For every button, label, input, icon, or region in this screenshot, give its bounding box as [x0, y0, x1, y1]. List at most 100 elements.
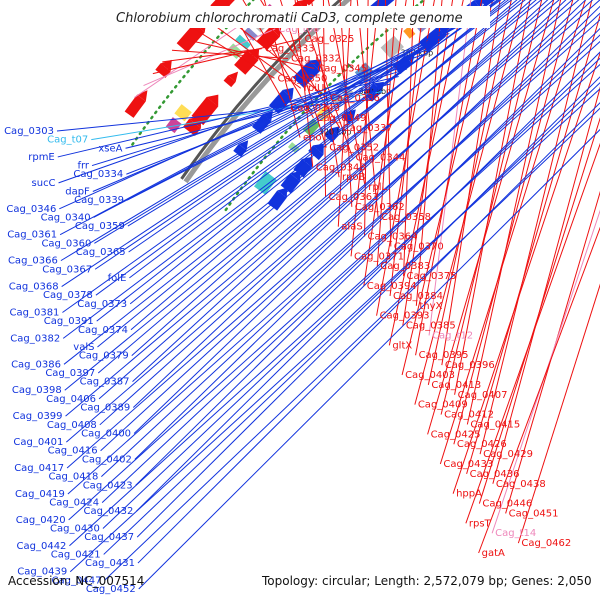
leader-line — [98, 0, 554, 400]
gene-label: Cag_0384 — [393, 291, 443, 302]
gene-label: Cag_0366 — [8, 256, 58, 267]
leader-line — [452, 51, 600, 494]
reverse-cog-block — [302, 118, 321, 137]
gene-label: Cag_0386 — [11, 359, 61, 370]
leader-line — [296, 0, 354, 158]
leader-line — [191, 26, 275, 79]
gene-label: Cag_0367 — [42, 264, 92, 275]
gene-label: Cag_0400 — [81, 428, 131, 439]
gene-label: Cag_0431 — [85, 558, 135, 569]
gene-label: Cag_0415 — [470, 419, 520, 430]
gene-label: gatA — [482, 548, 505, 559]
leader-line — [60, 0, 494, 262]
leader-line — [388, 0, 464, 346]
leader-line — [339, 0, 353, 207]
gene-label: Cag_0418 — [48, 472, 98, 483]
forward-cog-block — [165, 117, 182, 134]
leader-line — [69, 63, 600, 547]
leader-line — [492, 86, 600, 484]
gene-label: Cag_0398 — [12, 385, 62, 396]
gene-label: Cag_0359 — [75, 221, 125, 232]
forward-gene — [223, 75, 236, 88]
leader-line — [64, 0, 542, 391]
gene-label: Cag_0362 — [355, 202, 405, 213]
gene-label: Cag_0413 — [431, 380, 481, 391]
gene-label: thyX — [419, 301, 442, 312]
gene-label: sucC — [32, 178, 56, 189]
gene-label: Cag_0370 — [394, 241, 444, 252]
genome-tracks — [131, 0, 427, 212]
gene-label: Cag_0382 — [10, 333, 60, 344]
gene-label: rpoB — [342, 172, 366, 183]
leader-line — [56, 98, 375, 132]
gene-label: Cag_0419 — [15, 489, 65, 500]
gene-label: folE — [108, 273, 127, 284]
gene-label: Cag_0363 — [329, 192, 379, 203]
gene-label: Cag_0303 — [4, 126, 54, 137]
forward-gene-arrowhead — [206, 94, 219, 107]
gene-label: Cag_0438 — [496, 479, 546, 490]
gene-label: Cag_0343 — [290, 103, 340, 114]
leader-line — [69, 88, 600, 573]
gene-label: Cag_0436 — [470, 469, 520, 480]
gene-label: valS — [73, 342, 94, 353]
gene-label: Cag_0425 — [431, 429, 481, 440]
title-background — [112, 6, 490, 28]
leader-line — [337, 0, 352, 227]
leader-line — [58, 54, 424, 184]
forward-gene — [303, 0, 315, 6]
gene-label: Cag_0439 — [17, 567, 67, 578]
forward-gene-arrowhead — [228, 71, 239, 82]
leader-line — [133, 0, 587, 434]
genome-backbone-outer — [180, 0, 343, 180]
leader-line — [401, 0, 494, 376]
leader-line — [181, 38, 315, 69]
gene-label: Cag_0391 — [44, 316, 94, 327]
gene-label: Cag_0348 — [316, 162, 366, 173]
leader-line — [66, 0, 600, 469]
gene-label: Cag_0403 — [405, 370, 455, 381]
leader-line — [402, 0, 454, 326]
gene-label: Cag_0368 — [9, 282, 59, 293]
forward-cog-block — [243, 27, 258, 41]
gene-label: Cag_0381 — [10, 307, 60, 318]
gene-label: Cag_0374 — [78, 325, 128, 336]
leader-line — [162, 48, 262, 63]
gene-label: Cag_0395 — [419, 350, 469, 361]
leader-line — [132, 0, 549, 382]
gene-label: Cag_0340 — [41, 212, 91, 223]
forward-gene-arrowhead — [160, 59, 172, 72]
leader-line — [465, 142, 600, 524]
gene-label: Cag_0423 — [83, 480, 133, 491]
leader-line — [59, 32, 450, 210]
leader-line — [94, 6, 485, 244]
leader-line — [66, 0, 580, 443]
gene-label: alaS — [341, 222, 362, 233]
gene-label: Cag_0344 — [356, 152, 406, 163]
gene-labels: Cag_t09Cag_t08Cag_0325Cag_0333Cag_0332Ca… — [4, 14, 571, 595]
gene-label: Cag_0378 — [43, 290, 93, 301]
leader-line — [389, 0, 425, 296]
gene-label: Cag_0399 — [13, 411, 63, 422]
gene-label: eno — [303, 133, 322, 144]
gene-label: Cag_0396 — [445, 360, 495, 371]
leader-line — [152, 38, 302, 75]
gene-label: Cag_0371 — [354, 251, 404, 262]
leader-line — [322, 0, 327, 198]
gene-label: Cag_0360 — [41, 238, 91, 249]
leader-line — [127, 19, 468, 227]
leader-line — [93, 26, 459, 218]
leader-line — [279, 0, 327, 148]
leader-line — [440, 0, 543, 415]
gene-label: Cag_0389 — [80, 403, 130, 414]
leader-line — [453, 0, 574, 445]
leader-line — [97, 0, 522, 348]
gene-label: Cag_0383 — [380, 261, 430, 272]
accession-text: Accession: NC_007514 — [8, 574, 145, 588]
leader-line — [65, 0, 560, 417]
gene-label: Cag_0375 — [407, 271, 457, 282]
gene-label: frr — [77, 161, 89, 172]
gene-label: Cag_0337 — [343, 123, 393, 134]
leader-line — [478, 117, 600, 504]
gene-label: Cag_0401 — [13, 437, 63, 448]
